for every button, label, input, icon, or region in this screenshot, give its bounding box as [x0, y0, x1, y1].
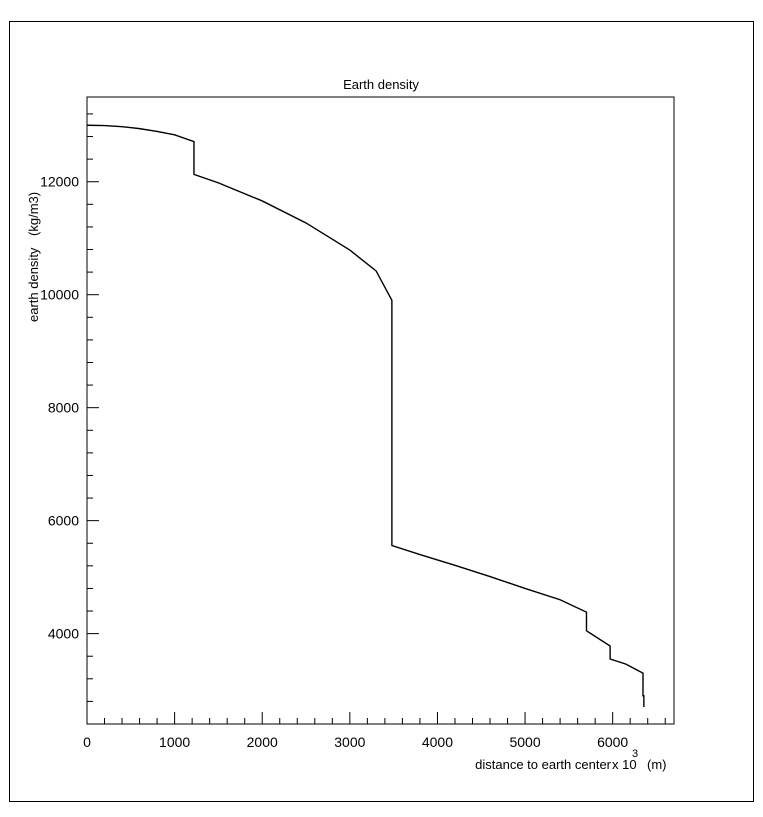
- x-axis-ticks: 0 1000 2000 3000 4000 5000 6000: [83, 712, 666, 750]
- y-tick-label: 6000: [48, 513, 79, 529]
- x-axis-multiplier: x 10: [612, 757, 637, 772]
- outer-frame: [9, 21, 754, 802]
- x-tick-label: 1000: [159, 734, 190, 750]
- y-axis-label-text: earth density: [26, 247, 41, 322]
- plot-frame: [86, 96, 675, 725]
- density-series-line: [86, 124, 645, 708]
- x-tick-label: 0: [83, 734, 91, 750]
- x-axis-exponent: 3: [632, 748, 638, 760]
- x-tick-label: 3000: [334, 734, 365, 750]
- x-tick-label: 4000: [422, 734, 453, 750]
- plot-area-border: [86, 96, 675, 725]
- y-tick-label: 12000: [40, 174, 79, 190]
- x-axis-unit: (m): [647, 757, 667, 772]
- y-axis-label-unit: (kg/m3): [26, 192, 41, 236]
- y-tick-label: 10000: [40, 287, 79, 303]
- x-axis-label: distance to earth center: [475, 757, 612, 772]
- x-tick-label: 2000: [247, 734, 278, 750]
- y-axis-ticks: 4000 6000 8000 10000 12000: [40, 113, 99, 725]
- y-tick-label: 8000: [48, 400, 79, 416]
- chart-title: Earth density: [343, 77, 419, 92]
- x-tick-label: 5000: [509, 734, 540, 750]
- y-axis-label: earth density (kg/m3): [26, 192, 41, 322]
- x-tick-label: 6000: [597, 734, 628, 750]
- y-tick-label: 4000: [48, 626, 79, 642]
